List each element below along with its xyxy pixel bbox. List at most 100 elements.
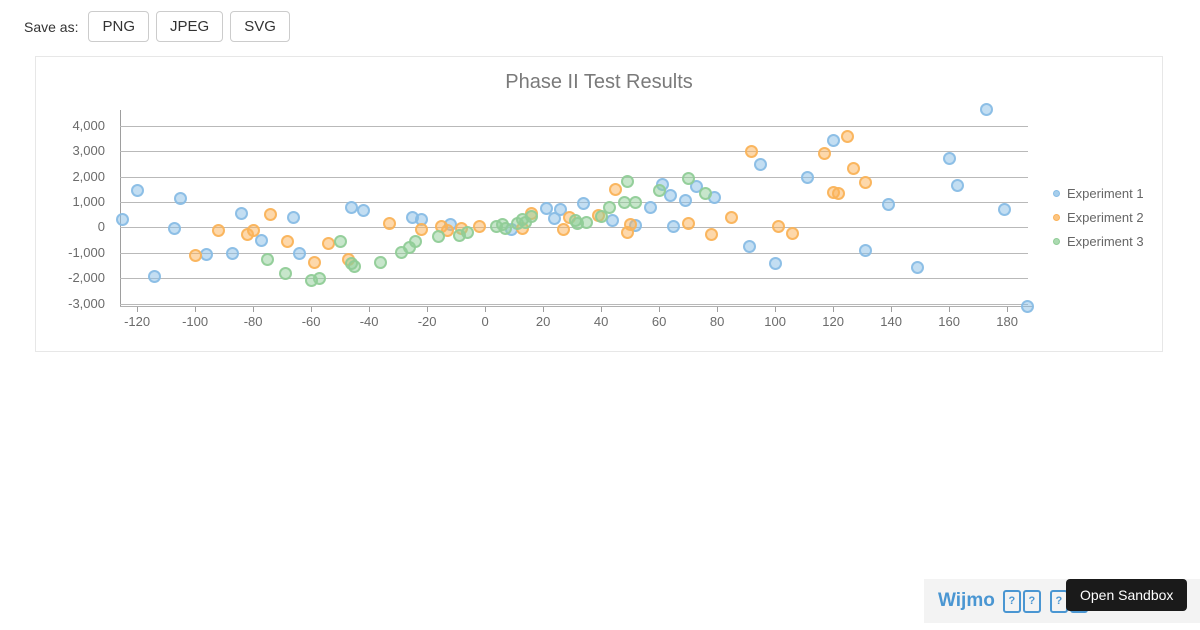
x-axis-tick <box>833 307 835 312</box>
data-point <box>620 175 634 189</box>
x-axis-line <box>120 306 1033 307</box>
data-point <box>664 188 678 202</box>
tofu-glyph: ? <box>1002 589 1021 613</box>
legend-swatch-icon <box>1053 189 1060 197</box>
x-axis-tick <box>543 307 545 312</box>
x-tick-label: 0 <box>481 314 489 329</box>
legend-label: Experiment 1 <box>1067 185 1144 201</box>
gridline <box>120 176 1028 178</box>
y-tick-label: 0 <box>97 219 105 235</box>
data-point <box>226 246 240 260</box>
x-axis-tick <box>369 307 371 312</box>
data-point <box>725 210 739 224</box>
data-point <box>293 247 306 261</box>
x-axis-tick <box>427 307 429 312</box>
x-tick-label: -100 <box>182 314 209 329</box>
data-point <box>168 221 182 235</box>
data-point <box>1020 300 1034 314</box>
data-point <box>951 179 965 193</box>
x-axis-tick <box>311 307 313 312</box>
data-point <box>409 234 422 248</box>
x-axis-tick <box>775 307 777 312</box>
open-sandbox-button[interactable]: Open Sandbox <box>1066 579 1188 611</box>
data-point <box>461 226 475 240</box>
data-point <box>174 191 188 205</box>
legend-swatch-icon <box>1053 213 1060 221</box>
data-point <box>261 252 275 266</box>
save-svg-button[interactable]: SVG <box>230 11 290 42</box>
wijmo-link[interactable]: Wijmo <box>938 590 995 611</box>
data-point <box>681 216 695 230</box>
data-point <box>771 219 785 233</box>
x-axis-tick <box>601 307 603 312</box>
x-axis-tick <box>485 307 487 312</box>
x-tick-label: 100 <box>764 314 786 329</box>
data-point <box>556 222 570 236</box>
data-point <box>606 214 620 228</box>
data-point <box>832 187 846 200</box>
x-tick-label: -20 <box>417 314 437 329</box>
data-point <box>313 271 327 285</box>
data-point <box>745 144 759 158</box>
gridline <box>120 278 1028 280</box>
data-point <box>858 244 872 258</box>
x-tick-label: -80 <box>243 314 263 329</box>
data-point <box>667 219 681 233</box>
x-tick-label: 60 <box>651 314 667 329</box>
save-png-button[interactable]: PNG <box>88 11 149 42</box>
data-point <box>786 227 799 241</box>
x-tick-label: 20 <box>535 314 551 329</box>
data-point <box>652 183 666 197</box>
data-point <box>472 220 486 233</box>
data-point <box>382 217 396 230</box>
data-point <box>846 162 860 176</box>
data-point <box>754 157 768 171</box>
data-point <box>116 213 130 227</box>
data-point <box>817 147 831 161</box>
gridline <box>120 151 1028 153</box>
data-point <box>264 207 277 221</box>
data-point <box>235 206 248 220</box>
x-axis-tick <box>891 307 893 312</box>
legend-swatch-icon <box>1053 237 1060 245</box>
data-point <box>910 261 924 275</box>
plot-area: 4,000 3,000 2,000 1,000 0 -1,000 -2,000 -3,000 -… <box>68 102 1034 329</box>
chart-legend: Experiment 1 Experiment 2 Experiment 3 <box>1053 181 1144 253</box>
data-point <box>539 201 553 215</box>
data-point <box>609 183 623 197</box>
data-point <box>432 230 446 244</box>
data-point <box>307 256 321 270</box>
y-axis-line <box>120 110 121 307</box>
y-tick-label: 4,000 <box>72 117 105 133</box>
save-as-toolbar: Save as: PNG JPEG SVG <box>24 11 290 42</box>
data-point <box>348 260 362 274</box>
data-point <box>577 197 591 211</box>
x-tick-label: -120 <box>124 314 151 329</box>
data-point <box>498 222 512 236</box>
data-point <box>681 171 695 185</box>
x-tick-label: -60 <box>301 314 321 329</box>
data-point <box>525 210 538 224</box>
data-point <box>246 223 260 237</box>
data-point <box>980 102 994 116</box>
x-tick-label: 160 <box>938 314 960 329</box>
data-point <box>629 196 643 210</box>
data-point <box>374 256 388 270</box>
data-point <box>603 200 617 214</box>
chart-title: Phase II Test Results <box>505 71 693 93</box>
save-jpeg-button[interactable]: JPEG <box>156 11 224 42</box>
y-tick-label: 1,000 <box>72 193 105 209</box>
data-point <box>623 217 637 231</box>
data-point <box>281 234 295 248</box>
tofu-glyph: ? <box>1022 589 1041 613</box>
x-tick-label: 40 <box>593 314 609 329</box>
data-point <box>580 215 594 229</box>
data-point <box>200 247 214 261</box>
data-point <box>942 151 956 165</box>
data-point <box>768 256 782 270</box>
data-point <box>643 201 657 214</box>
y-tick-label: 3,000 <box>72 143 105 159</box>
legend-item-experiment-2: Experiment 2 <box>1053 205 1144 229</box>
legend-label: Experiment 2 <box>1067 209 1144 225</box>
